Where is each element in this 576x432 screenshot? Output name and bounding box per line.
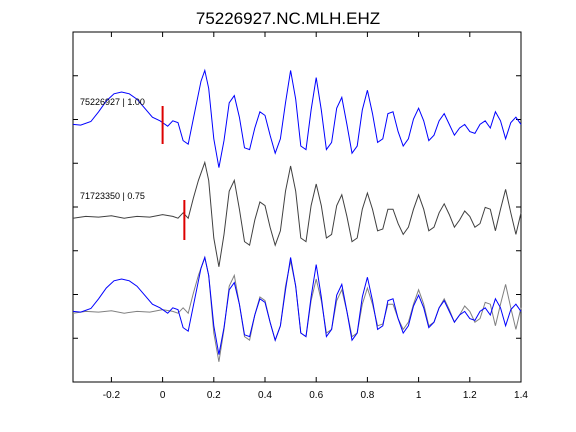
x-tick-label: 1.4 (514, 390, 528, 401)
chart-title: 75226927.NC.MLH.EHZ (196, 9, 380, 28)
x-axis: -0.2 0 0.2 0.4 0.6 0.8 1 1.2 1.4 (103, 32, 528, 401)
x-tick-label: 1.2 (463, 390, 477, 401)
picks-group (161, 106, 186, 240)
x-tick-label: -0.2 (103, 390, 121, 401)
overlay-trace-blue (72, 255, 522, 355)
traces-group (72, 68, 522, 362)
x-tick-label: 1 (416, 390, 422, 401)
x-tick-label: 0.2 (207, 390, 221, 401)
trace-line-2 (72, 160, 522, 267)
x-tick-label: 0.6 (309, 390, 323, 401)
trace-labels-group: 75226927 | 1.00 71723350 | 0.75 (80, 97, 145, 201)
x-tick-label: 0 (160, 390, 166, 401)
trace-label-2: 71723350 | 0.75 (80, 191, 145, 201)
x-tick-label: 0.4 (258, 390, 272, 401)
y-axis (73, 75, 521, 339)
x-tick-label: 0.8 (360, 390, 374, 401)
trace-line-1 (72, 68, 522, 168)
trace-label-1: 75226927 | 1.00 (80, 97, 145, 107)
